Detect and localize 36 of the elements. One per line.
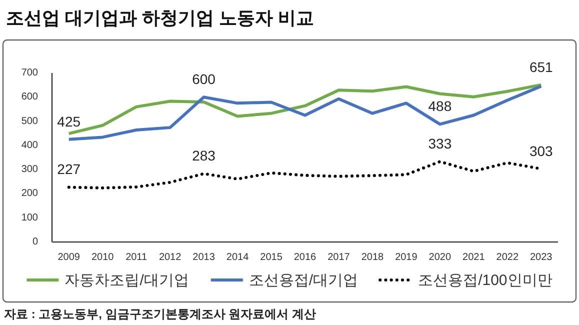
x-tick-label: 2023 [530,252,553,263]
y-tick-label: 600 [21,92,38,103]
y-tick-label: 0 [32,236,38,248]
y-tick-label: 300 [21,164,38,176]
y-tick-label: 200 [21,188,38,200]
x-tick-label: 2012 [158,252,182,263]
x-tick-label: 2022 [496,252,519,263]
legend-label: 조선용접/대기업 [248,272,358,289]
x-tick-label: 2021 [462,252,486,263]
text: 자료 : 고용노동부, 임금구조기본통계조사 원자료에서 계산 [4,307,316,321]
legend-label: 자동차조립/대기업 [64,272,189,289]
x-tick-label: 2019 [395,252,418,263]
y-tick-label: 400 [21,140,38,151]
y-tick-label: 500 [21,116,38,127]
annotation: 303 [529,142,554,159]
annotation: 283 [192,148,216,164]
annotation: 600 [192,71,216,88]
y-tick-label: 100 [21,212,38,224]
annotation: 488 [428,98,452,114]
x-tick-label: 2009 [58,252,80,263]
chart-title: 조선업 대기업과 하청기업 노동자 비교 [6,8,314,28]
annotation: 333 [428,136,452,152]
x-tick-label: 2018 [361,252,384,263]
x-tick-label: 2010 [91,252,114,263]
x-tick-label: 2014 [226,252,250,263]
annotation: 651 [529,58,554,75]
annotation: 425 [57,113,81,130]
x-tick-label: 2020 [428,252,452,263]
annotation: 227 [57,161,81,178]
x-tick-label: 2013 [192,252,216,263]
y-tick-label: 700 [21,68,38,78]
x-tick-label: 2015 [260,252,283,263]
x-tick-label: 2016 [294,252,317,263]
legend-label: 조선용접/100인미만 [418,272,552,289]
x-tick-label: 2011 [126,252,148,263]
x-tick-label: 2017 [328,252,350,263]
